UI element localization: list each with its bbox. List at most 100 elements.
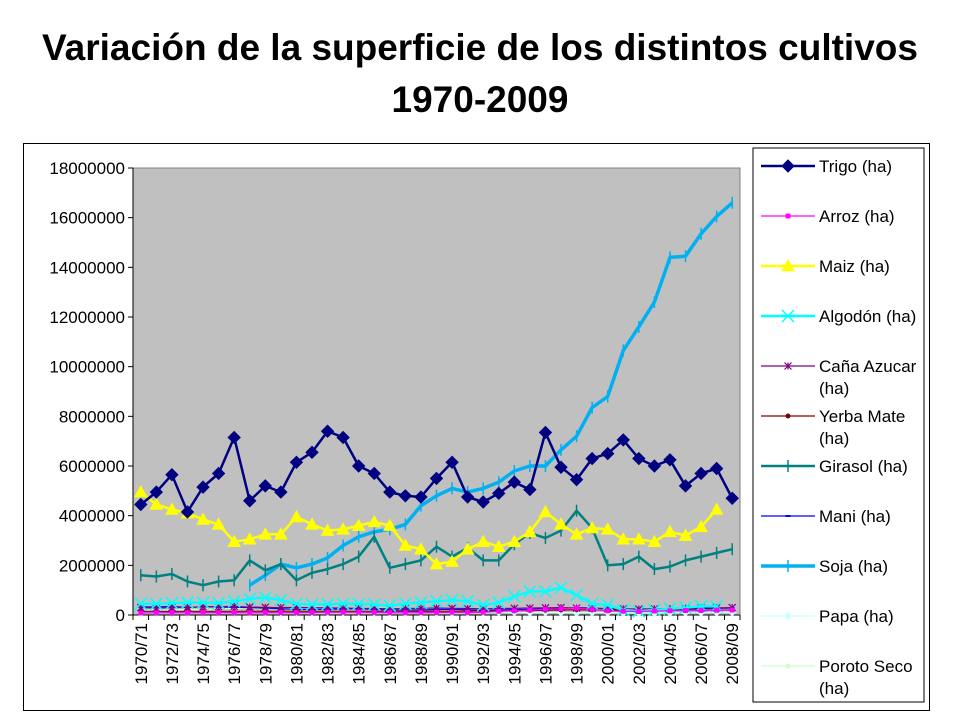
data-point-maiz — [414, 542, 428, 555]
data-point-arroz — [325, 609, 331, 615]
data-point-trigo — [258, 479, 273, 493]
legend-marker — [785, 663, 791, 669]
data-point-trigo — [632, 451, 646, 466]
x-tick-label: 1984/85 — [350, 623, 369, 684]
legend-marker — [785, 413, 791, 419]
data-point-maiz — [165, 502, 179, 515]
data-point-trigo — [165, 467, 179, 482]
data-point-arroz — [169, 610, 175, 615]
data-point-arroz — [387, 610, 393, 616]
data-point-trigo — [585, 451, 599, 466]
data-point-arroz — [465, 610, 471, 615]
data-point-arroz — [480, 609, 486, 615]
data-point-trigo — [600, 446, 615, 461]
data-point-algod-n — [321, 597, 335, 611]
y-tick-label: 16000000 — [49, 209, 125, 228]
data-point-algod-n — [165, 596, 179, 610]
legend-item-papa: Papa (ha) — [761, 607, 894, 626]
legend-box — [752, 147, 925, 703]
x-tick-label: 1996/97 — [536, 623, 555, 684]
data-point-algod-n — [585, 597, 599, 611]
data-point-arroz — [247, 610, 253, 616]
data-point-maiz — [460, 542, 475, 555]
data-point-trigo — [507, 475, 522, 489]
series-trigo — [134, 424, 739, 519]
y-tick-label: 2000000 — [59, 556, 125, 575]
data-point-algod-n — [258, 591, 272, 605]
data-point-maiz — [289, 509, 304, 523]
data-point-arroz — [620, 608, 626, 614]
x-tick-label: 1978/79 — [256, 623, 275, 684]
x-tick-label: 1986/87 — [381, 623, 400, 684]
data-point-trigo — [134, 497, 148, 512]
data-point-maiz — [709, 502, 724, 515]
data-point-arroz — [636, 609, 642, 614]
legend-label: Papa (ha) — [819, 607, 894, 626]
legend-marker — [785, 213, 791, 219]
legend-item-arroz: Arroz (ha) — [761, 207, 895, 226]
legend-item-yerba-mate: Yerba Mate (ha) — [761, 407, 905, 448]
data-point-maiz — [429, 557, 444, 570]
x-tick-label: 1976/77 — [225, 623, 244, 684]
data-point-maiz — [491, 539, 506, 553]
data-point-trigo — [351, 459, 366, 473]
y-tick-label: 10000000 — [49, 358, 125, 377]
legend-item-algod-n: Algodón (ha) — [761, 307, 916, 326]
data-point-trigo — [274, 485, 288, 499]
data-point-maiz — [569, 527, 584, 540]
data-point-maiz — [242, 532, 257, 545]
x-tick-label: 2002/03 — [630, 623, 649, 684]
data-point-trigo — [647, 459, 662, 473]
x-tick-label: 1970/71 — [132, 623, 151, 684]
legend-label: Caña Azucar — [819, 357, 917, 376]
data-point-maiz — [382, 518, 397, 531]
y-tick-label: 6000000 — [59, 457, 125, 476]
data-point-maiz — [476, 534, 491, 548]
x-tick-label: 2008/09 — [723, 623, 742, 684]
legend-marker — [784, 362, 792, 370]
x-tick-label: 1988/89 — [412, 623, 431, 684]
data-point-maiz — [398, 538, 413, 551]
data-point-maiz — [227, 534, 242, 548]
data-point-maiz — [336, 522, 350, 535]
data-point-trigo — [367, 466, 381, 481]
legend-item-soja: Soja (ha) — [761, 557, 888, 576]
data-point-trigo — [320, 424, 335, 438]
data-point-trigo — [476, 495, 490, 509]
legend-item-maiz: Maiz (ha) — [761, 257, 890, 276]
legend-marker — [781, 258, 795, 272]
series-algod-n — [134, 581, 724, 618]
data-point-arroz — [356, 609, 362, 615]
data-point-arroz — [449, 609, 455, 615]
chart-area: 18000000 16000000 14000000 12000000 10000000… — [23, 143, 930, 711]
data-point-algod-n — [367, 598, 381, 612]
data-point-arroz — [511, 608, 517, 614]
data-point-arroz — [262, 610, 268, 616]
data-point-maiz — [616, 532, 631, 545]
data-point-algod-n — [212, 596, 226, 610]
data-point-maiz — [631, 532, 646, 545]
legend-label: Yerba Mate — [819, 407, 905, 426]
data-point-maiz — [647, 534, 662, 548]
y-tick-label: 8000000 — [59, 407, 125, 426]
x-tick-label: 1998/99 — [568, 623, 587, 684]
data-point-arroz — [309, 610, 315, 615]
legend-label: Poroto Seco — [819, 657, 913, 676]
data-point-algod-n — [538, 584, 552, 598]
series-arroz — [138, 605, 735, 616]
data-point-ca-a-azucar — [261, 603, 270, 612]
series-line-soja — [248, 201, 734, 587]
legend-marker — [781, 309, 795, 323]
data-point-algod-n — [243, 592, 257, 606]
data-point-maiz — [678, 528, 693, 541]
legend-label: (ha) — [819, 429, 849, 448]
data-point-arroz — [729, 607, 735, 613]
data-point-algod-n — [461, 594, 475, 608]
data-point-arroz — [496, 608, 502, 614]
legend-marker — [781, 159, 795, 173]
y-tick-label: 4000000 — [59, 507, 125, 526]
x-tick-label: 2006/07 — [692, 623, 711, 684]
data-point-trigo — [429, 471, 444, 486]
legend-label: Arroz (ha) — [819, 207, 895, 226]
data-point-trigo — [414, 490, 428, 504]
